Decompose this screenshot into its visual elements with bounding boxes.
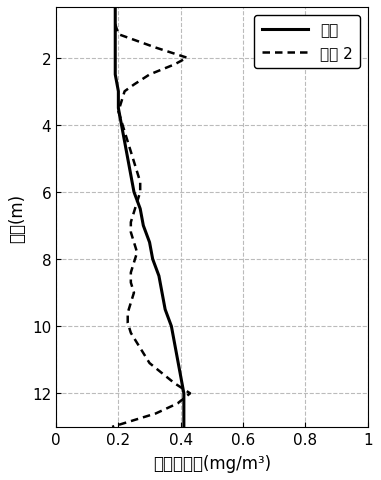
Y-axis label: 水深(m): 水深(m)	[8, 193, 26, 242]
Line: 冰星 2: 冰星 2	[112, 25, 190, 427]
浮标	[150, 257, 155, 263]
浮标	[182, 391, 186, 396]
浮标	[116, 106, 121, 112]
冰星 2	[128, 270, 133, 276]
浮标	[125, 156, 130, 162]
冰星 2	[128, 300, 133, 306]
Legend: 浮标, 冰星 2: 浮标, 冰星 2	[254, 16, 360, 69]
浮标	[113, 22, 117, 28]
浮标	[175, 357, 180, 363]
冰星 2	[122, 89, 127, 95]
冰星 2	[128, 230, 133, 236]
浮标	[116, 89, 121, 95]
浮标	[182, 424, 186, 430]
冰星 2	[185, 56, 189, 61]
冰星 2	[135, 200, 139, 205]
冰星 2	[132, 240, 136, 246]
冰星 2	[132, 260, 136, 266]
冰星 2	[132, 210, 136, 216]
冰星 2	[125, 139, 130, 145]
冰星 2	[147, 72, 152, 78]
冰星 2	[175, 401, 180, 407]
浮标	[122, 139, 127, 145]
浮标	[128, 173, 133, 179]
冰星 2	[132, 290, 136, 296]
冰星 2	[172, 62, 177, 68]
浮标	[169, 324, 174, 329]
浮标	[113, 5, 117, 11]
浮标	[132, 190, 136, 195]
浮标	[113, 72, 117, 78]
冰星 2	[147, 360, 152, 366]
冰星 2	[119, 99, 124, 105]
冰星 2	[128, 149, 133, 155]
X-axis label: 叶绻素浓度(mg/m³): 叶绻素浓度(mg/m³)	[153, 454, 271, 472]
冰星 2	[172, 381, 177, 386]
冰星 2	[116, 32, 121, 38]
冰星 2	[128, 330, 133, 336]
冰星 2	[188, 391, 192, 396]
冰星 2	[160, 371, 164, 376]
冰星 2	[141, 350, 146, 356]
冰星 2	[125, 320, 130, 326]
冰星 2	[128, 280, 133, 286]
浮标	[163, 307, 167, 312]
浮标	[119, 123, 124, 129]
浮标	[138, 206, 142, 212]
冰星 2	[113, 22, 117, 28]
冰星 2	[122, 129, 127, 135]
浮标	[160, 290, 164, 296]
冰星 2	[154, 46, 158, 51]
冰星 2	[138, 190, 142, 195]
浮标	[113, 39, 117, 45]
浮标	[113, 56, 117, 61]
浮标	[141, 223, 146, 229]
浮标	[172, 340, 177, 346]
Line: 浮标: 浮标	[115, 8, 184, 427]
浮标	[147, 240, 152, 246]
浮标	[178, 374, 183, 380]
冰星 2	[154, 411, 158, 417]
冰星 2	[135, 340, 139, 346]
冰星 2	[116, 109, 121, 115]
浮标	[157, 274, 161, 279]
浮标	[182, 408, 186, 413]
冰星 2	[138, 180, 142, 185]
冰星 2	[119, 120, 124, 125]
冰星 2	[135, 169, 139, 175]
冰星 2	[125, 310, 130, 316]
冰星 2	[132, 159, 136, 165]
冰星 2	[110, 424, 114, 430]
冰星 2	[128, 220, 133, 226]
冰星 2	[132, 83, 136, 88]
冰星 2	[135, 250, 139, 256]
